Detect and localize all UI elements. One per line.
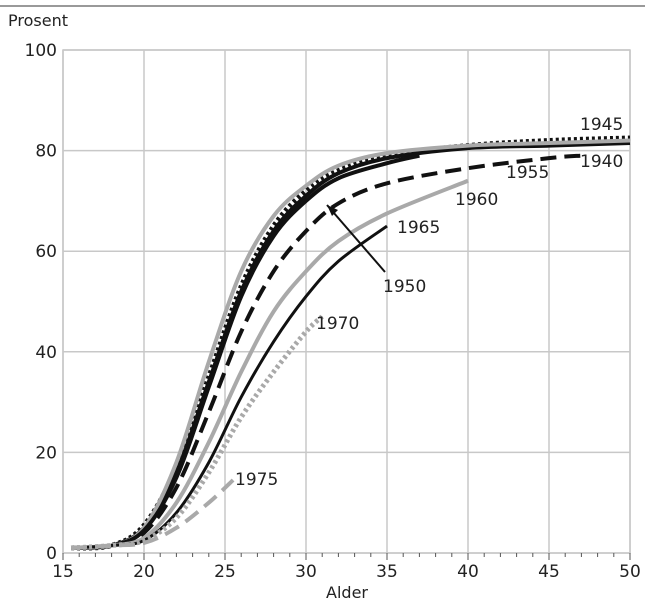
x-tick-label: 35 (376, 562, 398, 582)
axes: 0 20 40 60 80 100 15 20 25 30 35 40 45 50 (25, 41, 641, 582)
series-labels: 1945 1940 1955 1960 1965 1950 1970 1975 (235, 115, 623, 490)
series-line-1945-grey (70, 138, 631, 550)
label-1940: 1940 (580, 152, 623, 172)
y-tick-label: 80 (35, 142, 57, 162)
grid (62, 49, 631, 554)
label-1960: 1960 (455, 190, 498, 210)
x-tick-label: 50 (619, 562, 641, 582)
series-line-1945 (70, 135, 631, 551)
x-tick-label: 30 (295, 562, 317, 582)
series-line-1950 (70, 153, 420, 550)
y-tick-label: 40 (35, 343, 57, 363)
x-tick-label: 45 (538, 562, 560, 582)
y-tick-label: 0 (46, 544, 57, 564)
label-1975: 1975 (235, 470, 278, 490)
label-1945: 1945 (580, 115, 623, 135)
x-tick-label: 15 (52, 562, 74, 582)
label-1950: 1950 (383, 277, 426, 297)
label-1950-arrowhead (327, 205, 338, 216)
series-line-1975 (70, 478, 235, 550)
series-line-1940 (70, 141, 631, 550)
x-tick-label: 25 (214, 562, 236, 582)
x-tick-label: 20 (133, 562, 155, 582)
series-line-1965 (71, 224, 388, 550)
label-1970: 1970 (316, 314, 359, 334)
series-line-1970 (70, 314, 324, 551)
y-tick-label: 20 (35, 443, 57, 463)
plot-frame (62, 49, 631, 554)
label-1950-pointer (326, 204, 386, 273)
x-tick-label: 40 (457, 562, 479, 582)
y-tick-label: 60 (35, 242, 57, 262)
y-axis-title: Prosent (8, 11, 68, 30)
series-lines (70, 135, 631, 551)
label-1965: 1965 (397, 218, 440, 238)
series-line-1955 (70, 153, 582, 550)
x-axis-title: Alder (326, 583, 368, 602)
y-tick-label: 100 (25, 41, 57, 61)
label-1955: 1955 (506, 163, 549, 183)
